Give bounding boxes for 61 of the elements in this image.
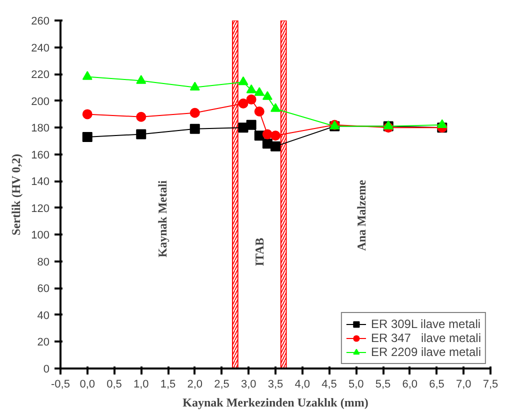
x-tick-label: 7,0 xyxy=(456,378,472,390)
point xyxy=(82,109,92,120)
point xyxy=(254,106,264,117)
legend-label: ER 309L ilave metali xyxy=(370,317,481,331)
x-tick-label: 0,0 xyxy=(80,378,96,390)
x-tick-label: 2,5 xyxy=(214,378,230,390)
x-tick-label: 4,5 xyxy=(322,378,337,390)
annotation: Ana Malzeme xyxy=(354,179,368,251)
x-tick-label: 1,0 xyxy=(133,378,149,390)
point xyxy=(136,112,146,122)
point xyxy=(270,141,280,152)
legend-label: ER 2209 ilave metali xyxy=(370,345,481,359)
point xyxy=(190,82,200,91)
point xyxy=(246,84,256,94)
point xyxy=(190,124,200,134)
x-tick-label: 1,5 xyxy=(160,378,176,390)
y-tick-label: 100 xyxy=(31,230,50,242)
point xyxy=(238,98,248,108)
point xyxy=(238,76,248,86)
point xyxy=(190,108,200,118)
point xyxy=(437,119,448,128)
y-tick-label: 180 xyxy=(31,122,50,135)
legend-label: ER 347 ilave metali xyxy=(370,331,481,345)
y-tick-label: 220 xyxy=(31,69,50,82)
x-tick-label: 5,0 xyxy=(348,378,364,390)
point xyxy=(82,71,92,80)
point xyxy=(246,94,256,104)
y-tick-label: 20 xyxy=(37,336,50,349)
point xyxy=(82,132,92,142)
x-tick-label: 6,0 xyxy=(402,378,418,390)
x-tick-label: 3,5 xyxy=(268,378,284,390)
x-tick-label: 6,5 xyxy=(429,378,444,390)
y-tick-label: 0 xyxy=(43,364,50,376)
x-tick-label: 3,0 xyxy=(240,378,256,390)
y-tick-label: 60 xyxy=(37,283,50,296)
y-tick-label: 140 xyxy=(31,176,50,188)
x-tick-label: -0,5 xyxy=(51,378,70,390)
y-tick-label: 240 xyxy=(31,42,50,54)
x-axis-title: Kaynak Merkezinden Uzaklık (mm) xyxy=(182,396,368,410)
point xyxy=(254,87,264,96)
point xyxy=(270,103,280,112)
y-tick-label: 260 xyxy=(31,16,50,28)
annotation: ITAB xyxy=(252,238,266,266)
y-tick-label: 40 xyxy=(37,310,50,322)
x-tick-label: 2,0 xyxy=(187,378,203,390)
annotation: Kaynak Metali xyxy=(156,180,170,258)
y-axis-title: Sertlik (HV 0,2) xyxy=(9,154,24,236)
y-tick-label: 200 xyxy=(31,96,50,108)
point xyxy=(262,91,272,100)
point xyxy=(262,129,272,140)
y-tick-label: 160 xyxy=(31,149,50,162)
x-tick-label: 4,0 xyxy=(294,378,310,390)
x-tick-label: 0,5 xyxy=(106,378,122,390)
point xyxy=(136,129,146,140)
x-tick-label: 5,5 xyxy=(375,378,391,390)
y-tick-label: 120 xyxy=(31,202,50,215)
y-tick-label: 80 xyxy=(37,256,50,268)
point xyxy=(246,120,256,130)
point xyxy=(136,75,146,84)
point xyxy=(270,130,280,141)
x-tick-label: 7,5 xyxy=(482,378,498,390)
